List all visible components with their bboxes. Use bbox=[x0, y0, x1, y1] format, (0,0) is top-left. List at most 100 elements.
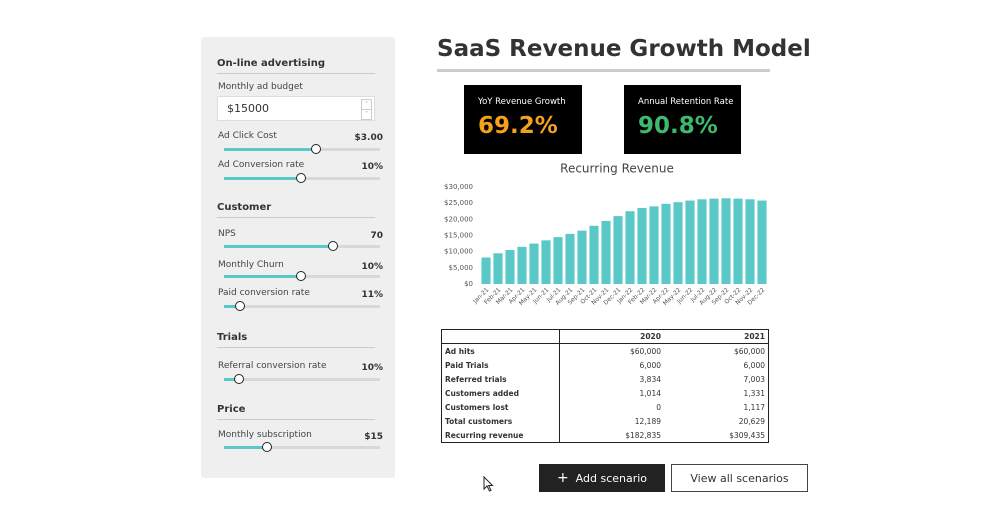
table-cell: $182,835 bbox=[625, 430, 661, 440]
slider-fill[interactable] bbox=[224, 378, 239, 381]
button-label: Add scenario bbox=[575, 471, 648, 485]
field-value: 11% bbox=[361, 290, 383, 300]
bar bbox=[649, 206, 659, 284]
table-row: Customers added 1,014 1,331 bbox=[441, 386, 769, 400]
bar bbox=[481, 257, 491, 284]
input-value[interactable]: $15000 bbox=[227, 102, 269, 115]
table-row: Customers lost 0 1,117 bbox=[441, 400, 769, 414]
slider-knob[interactable] bbox=[310, 143, 321, 154]
table-cell: Customers added bbox=[441, 386, 560, 400]
field-label: Ad Conversion rate bbox=[218, 160, 305, 170]
bar bbox=[745, 199, 755, 284]
bar bbox=[709, 198, 719, 284]
field-label: Referral conversion rate bbox=[218, 361, 327, 371]
y-tick-label: $5,000 bbox=[449, 264, 474, 272]
y-tick-label: $20,000 bbox=[444, 215, 473, 223]
field-value: 10% bbox=[361, 363, 383, 373]
table-row: Paid Trials 6,000 6,000 bbox=[441, 358, 769, 372]
section-divider bbox=[217, 347, 375, 348]
kpi-value: 90.8% bbox=[638, 113, 718, 139]
slider-fill[interactable] bbox=[224, 148, 316, 151]
section-divider bbox=[217, 419, 375, 420]
field-value: 10% bbox=[361, 162, 383, 172]
field-label: Monthly subscription bbox=[218, 430, 312, 440]
bar bbox=[697, 199, 707, 284]
bar bbox=[577, 230, 587, 284]
kpi-label: YoY Revenue Growth bbox=[478, 97, 566, 107]
slider-knob[interactable] bbox=[295, 270, 306, 281]
plus-icon: + bbox=[556, 470, 569, 486]
y-tick-label: $25,000 bbox=[444, 199, 473, 207]
slider-knob[interactable] bbox=[261, 441, 272, 452]
chart-title: Recurring Revenue bbox=[560, 162, 674, 176]
table-row: Referred trials 3,834 7,003 bbox=[441, 372, 769, 386]
section-divider bbox=[217, 73, 375, 74]
table-cell: 12,189 bbox=[634, 416, 661, 426]
table-cell bbox=[441, 329, 560, 344]
table-cell: Recurring revenue bbox=[441, 428, 560, 443]
slider-fill[interactable] bbox=[224, 245, 333, 248]
view-scenarios-button[interactable]: View all scenarios bbox=[671, 464, 808, 492]
y-tick-label: $15,000 bbox=[444, 232, 473, 240]
bar bbox=[733, 198, 743, 284]
slider-knob[interactable] bbox=[327, 240, 338, 251]
field-value: 70 bbox=[370, 231, 383, 241]
table-cell: 0 bbox=[656, 402, 661, 412]
slider-fill[interactable] bbox=[224, 446, 267, 449]
bar bbox=[529, 243, 539, 284]
bar bbox=[541, 240, 551, 284]
chart: Recurring Revenue $0 $5,000 $10,000 $15,000… bbox=[444, 162, 767, 307]
bar bbox=[721, 198, 731, 284]
table-cell: $60,000 bbox=[733, 346, 765, 356]
field-label: Monthly Churn bbox=[218, 260, 284, 270]
slider-track[interactable] bbox=[224, 446, 380, 449]
table-cell: 1,117 bbox=[743, 402, 765, 412]
kpi-card: YoY Revenue Growth 69.2% bbox=[464, 85, 582, 154]
slider-knob[interactable] bbox=[233, 373, 244, 384]
bar bbox=[625, 211, 635, 284]
bar bbox=[505, 250, 515, 284]
table-cell: 2020 bbox=[559, 329, 664, 344]
bar bbox=[601, 220, 611, 284]
section-title: Trials bbox=[217, 332, 248, 343]
table-cell: Total customers bbox=[441, 414, 560, 428]
slider-fill[interactable] bbox=[224, 305, 240, 308]
slider-track[interactable] bbox=[224, 305, 380, 308]
kpi-value: 69.2% bbox=[478, 113, 558, 139]
slider-fill[interactable] bbox=[224, 177, 301, 180]
field-label: Monthly ad budget bbox=[218, 82, 303, 92]
table-cell: 2021 bbox=[664, 329, 769, 344]
bar bbox=[493, 253, 503, 284]
table-cell: 20,629 bbox=[738, 416, 765, 426]
bar bbox=[661, 203, 671, 284]
section-title: On-line advertising bbox=[217, 58, 326, 69]
table-row: Total customers 12,189 20,629 bbox=[441, 414, 769, 428]
table-cell: 7,003 bbox=[743, 374, 765, 384]
slider-track[interactable] bbox=[224, 378, 380, 381]
y-tick-label: $0 bbox=[464, 280, 473, 288]
table-row: Recurring revenue $182,835 $309,435 bbox=[441, 428, 769, 443]
table-row: 2020 2021 bbox=[441, 329, 769, 344]
number-input[interactable]: $15000 ˄ ˅ bbox=[217, 96, 375, 121]
table-cell: 6,000 bbox=[743, 360, 765, 370]
field-value: $3.00 bbox=[354, 133, 383, 143]
title-underline bbox=[437, 69, 770, 72]
slider-fill[interactable] bbox=[224, 275, 301, 278]
bar bbox=[553, 237, 563, 284]
slider-knob[interactable] bbox=[295, 172, 306, 183]
mouse-cursor bbox=[483, 476, 494, 492]
section-title: Customer bbox=[217, 202, 272, 213]
table-cell: Ad hits bbox=[441, 343, 560, 358]
field-value: 10% bbox=[361, 262, 383, 272]
field-label: NPS bbox=[218, 229, 236, 239]
table-cell: Referred trials bbox=[441, 372, 560, 386]
table-cell: $309,435 bbox=[729, 430, 765, 440]
slider-knob[interactable] bbox=[234, 300, 245, 311]
button-label: View all scenarios bbox=[690, 471, 789, 485]
bar bbox=[613, 216, 623, 284]
add-scenario-button[interactable]: + Add scenario bbox=[539, 464, 665, 492]
table-cell: 1,014 bbox=[639, 388, 661, 398]
table-cell: 6,000 bbox=[639, 360, 661, 370]
bar bbox=[757, 200, 767, 284]
